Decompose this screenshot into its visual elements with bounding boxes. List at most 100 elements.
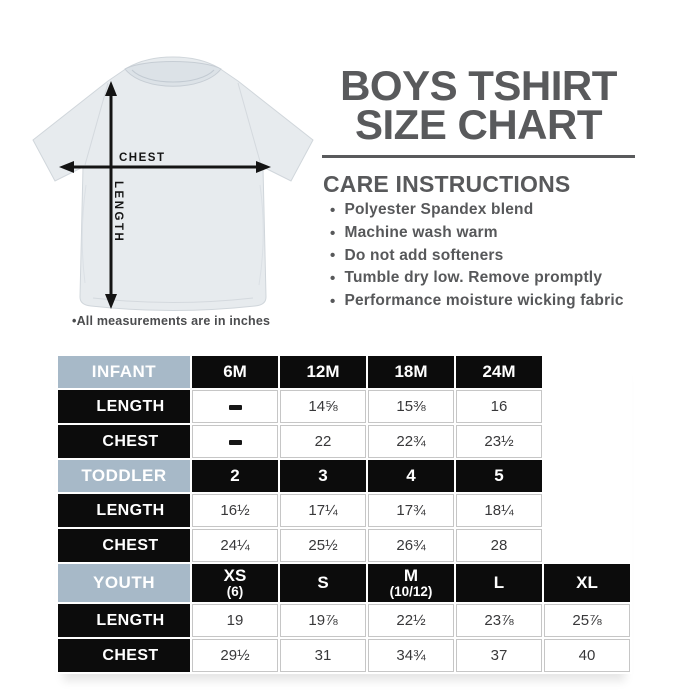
row-label-cell: CHEST (58, 639, 190, 672)
care-instructions-heading: CARE INSTRUCTIONS (323, 171, 571, 197)
measurement-cell: 26¾ (368, 529, 454, 562)
size-label: 12M (306, 361, 340, 381)
care-instructions-list: • Polyester Spandex blend • Machine wash wa… (330, 199, 624, 312)
measurement-cell: 17¾ (368, 494, 454, 527)
row-label-cell: CHEST (58, 425, 190, 458)
left-sleeve-seam (84, 82, 109, 166)
care-item-text: Performance moisture wicking fabric (344, 292, 624, 310)
size-label: 3 (318, 465, 328, 485)
chest-arrow (59, 161, 271, 173)
bullet-icon: • (330, 292, 336, 310)
section-header-cell: INFANT (58, 356, 190, 388)
measurement-value: 26¾ (396, 537, 426, 554)
section-header-cell: YOUTH (58, 564, 190, 602)
measurement-cell: 19⅞ (280, 604, 366, 637)
length-arrow (105, 81, 117, 309)
measurement-value: 40 (578, 647, 596, 664)
measurement-value: 31 (314, 647, 332, 664)
size-header-cell: 18M (368, 356, 454, 388)
measurement-cell (192, 425, 278, 458)
table-row: TODDLER 2 3 4 5 (58, 460, 630, 492)
section-header-cell: TODDLER (58, 460, 190, 492)
title-line-2: SIZE CHART (355, 101, 603, 148)
table-row: LENGTH 14⅝ 15⅜ 16 (58, 390, 630, 423)
size-header-cell: 4 (368, 460, 454, 492)
table-row: LENGTH 19 19⅞ 22½ 23⅞ 25⅞ (58, 604, 630, 637)
measurement-cell: 18¼ (456, 494, 542, 527)
measurement-cell: 24¼ (192, 529, 278, 562)
tshirt-collar (124, 61, 222, 87)
empty-cell (544, 529, 630, 562)
measurement-value: 28 (490, 537, 508, 554)
chest-label: CHEST (119, 152, 165, 164)
empty-cell (544, 425, 630, 458)
measurement-cell: 25½ (280, 529, 366, 562)
measurement-cell: 40 (544, 639, 630, 672)
measurement-value: 22¾ (396, 433, 426, 450)
size-header-cell: 24M (456, 356, 542, 388)
tshirt-illustration: CHEST LENGTH (32, 56, 314, 311)
row-label-cell: CHEST (58, 529, 190, 562)
dash-mark (228, 439, 242, 445)
table-row: INFANT 6M 12M 18M 24M (58, 356, 630, 388)
measurement-cell: 23½ (456, 425, 542, 458)
measurement-cell: 28 (456, 529, 542, 562)
size-header-cell: XL (544, 564, 630, 602)
measurement-cell: 22 (280, 425, 366, 458)
table-row: CHEST 22 22¾ 23½ (58, 425, 630, 458)
measurement-cell: 25⅞ (544, 604, 630, 637)
size-label: 18M (394, 361, 428, 381)
measurement-value: 37 (490, 647, 508, 664)
size-label: XL (576, 572, 598, 592)
measurement-cell: 23⅞ (456, 604, 542, 637)
size-table: INFANT 6M 12M 18M 24M LENGTH 14⅝ 15⅜ 16 CHEST 22 22… (56, 354, 632, 674)
table-row: CHEST 29½ 31 34¾ 37 40 (58, 639, 630, 672)
measurement-value: 23⅞ (484, 612, 514, 629)
measurements-note: •All measurements are in inches (72, 314, 271, 328)
length-label: LENGTH (112, 181, 124, 243)
measurement-cell: 37 (456, 639, 542, 672)
measurement-cell: 31 (280, 639, 366, 672)
care-item: • Do not add softeners (330, 244, 624, 267)
size-header-cell: S (280, 564, 366, 602)
measurement-cell: 34¾ (368, 639, 454, 672)
care-item: • Tumble dry low. Remove promptly (330, 267, 624, 290)
care-item-text: Machine wash warm (344, 224, 498, 242)
bullet-icon: • (330, 269, 336, 287)
measurement-value: 29½ (220, 647, 250, 664)
row-label-cell: LENGTH (58, 604, 190, 637)
care-item: • Machine wash warm (330, 222, 624, 245)
size-table-body: INFANT 6M 12M 18M 24M LENGTH 14⅝ 15⅜ 16 CHEST 22 22… (58, 356, 630, 672)
measurement-cell: 22¾ (368, 425, 454, 458)
size-label: M (403, 565, 419, 585)
measurement-value: 16 (490, 398, 508, 415)
size-label: 24M (482, 361, 516, 381)
measurement-cell (192, 390, 278, 423)
measurement-value: 17¼ (308, 502, 338, 519)
empty-cell (544, 460, 630, 492)
size-label: 5 (494, 465, 504, 485)
empty-cell (544, 356, 630, 388)
care-item-text: Polyester Spandex blend (344, 201, 534, 219)
measurement-value: 25⅞ (572, 612, 602, 629)
measurement-value: 24¼ (220, 537, 250, 554)
measurement-cell: 17¼ (280, 494, 366, 527)
care-item: • Performance moisture wicking fabric (330, 290, 624, 313)
measurement-cell: 16½ (192, 494, 278, 527)
size-header-cell: XS (6) (192, 564, 278, 602)
size-label: (6) (226, 583, 244, 599)
collar-ribbing (131, 69, 215, 83)
measurement-value: 25½ (308, 537, 338, 554)
tshirt-body (32, 56, 314, 311)
size-label: 6M (223, 361, 247, 381)
table-row: CHEST 24¼ 25½ 26¾ 28 (58, 529, 630, 562)
row-label-cell: LENGTH (58, 390, 190, 423)
right-sleeve-seam (237, 82, 262, 166)
size-label: (10/12) (389, 583, 433, 599)
care-item-text: Tumble dry low. Remove promptly (344, 269, 603, 287)
size-header-cell: M (10/12) (368, 564, 454, 602)
size-header-cell: 3 (280, 460, 366, 492)
measurement-value: 18¼ (484, 502, 514, 519)
size-label: L (493, 572, 505, 592)
